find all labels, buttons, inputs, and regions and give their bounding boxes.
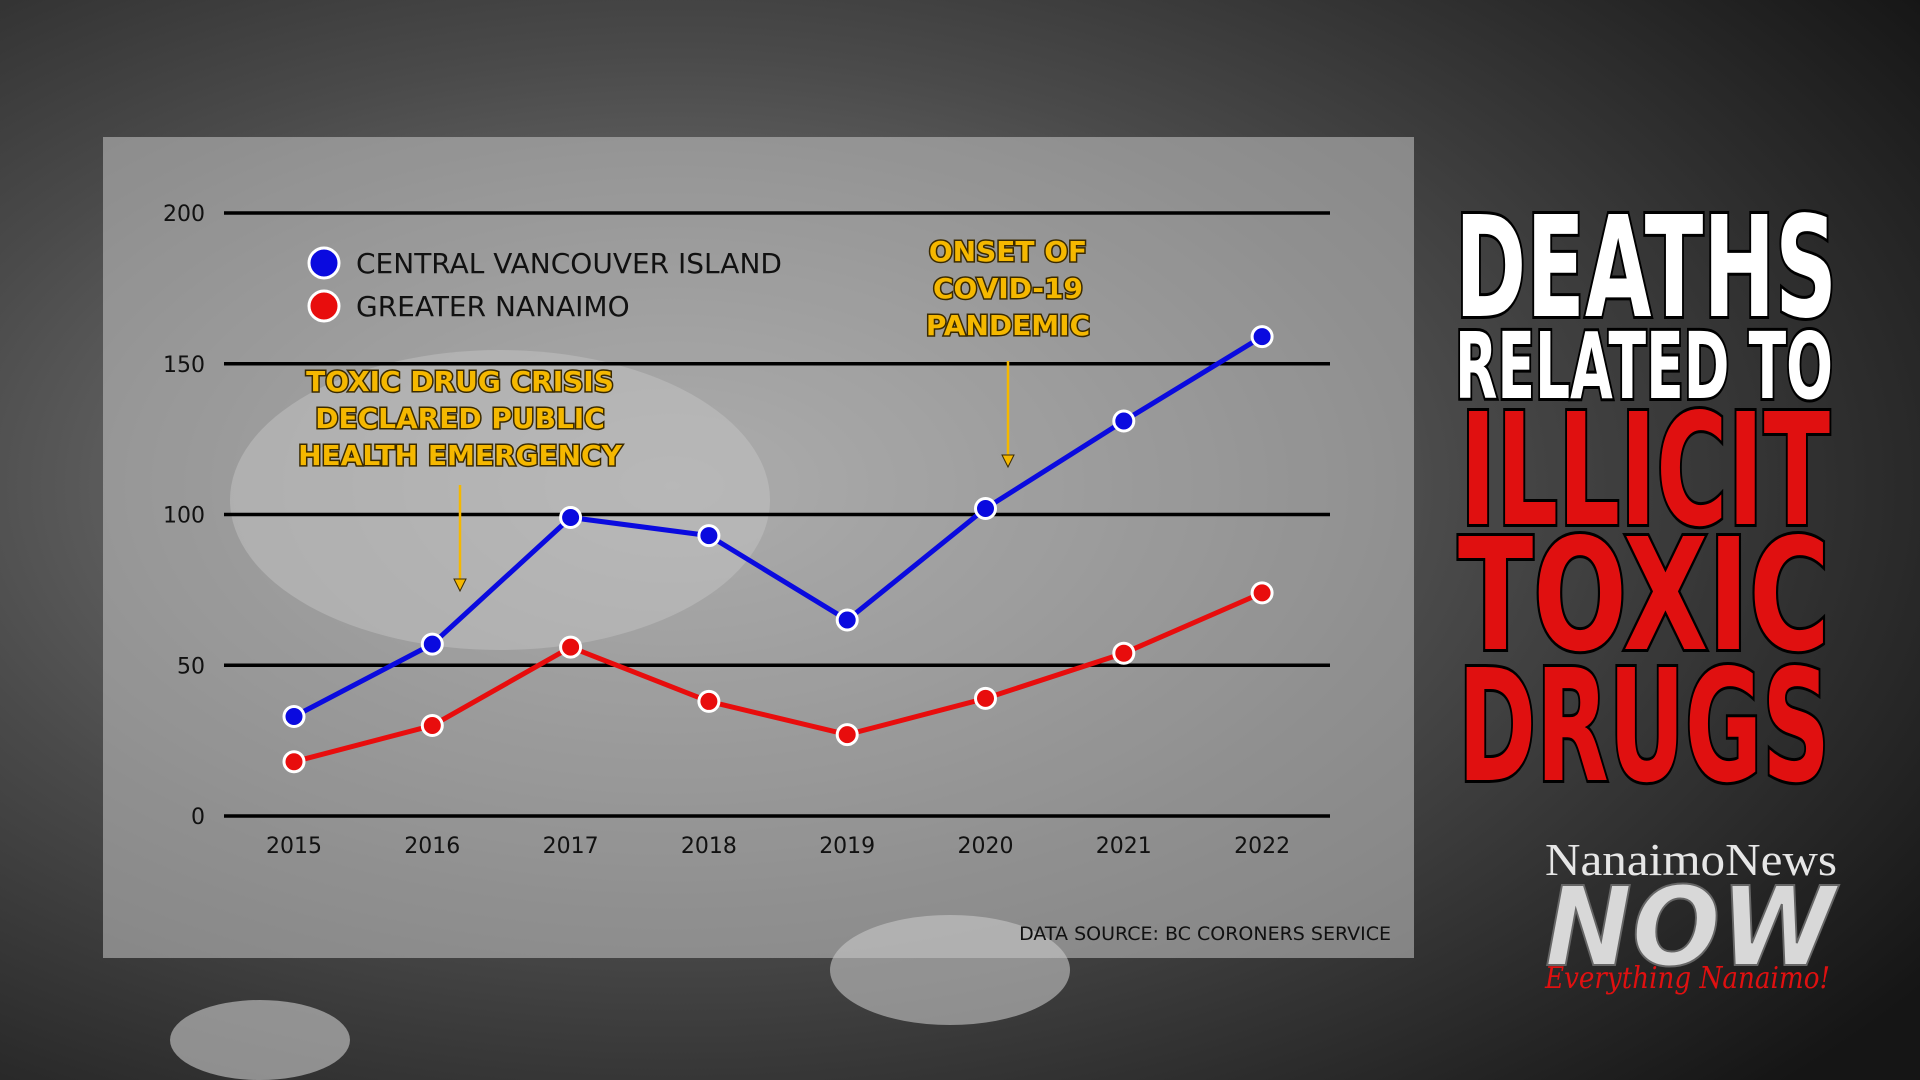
data-point <box>1250 325 1274 349</box>
x-tick-label: 2015 <box>266 834 322 859</box>
annotation-arrowhead <box>453 578 467 593</box>
data-point <box>974 686 997 710</box>
data-point <box>1112 641 1136 665</box>
data-point <box>1250 581 1274 605</box>
annotation-arrowhead <box>1001 454 1015 469</box>
annotation-text: DECLARED PUBLIC <box>315 402 605 435</box>
legend-label: GREATER NANAIMO <box>356 290 630 323</box>
data-point <box>835 723 859 747</box>
data-point <box>974 496 997 520</box>
x-tick-label: 2016 <box>404 834 460 859</box>
logo-name: NanaimoNews <box>1545 834 1837 885</box>
series-line <box>292 334 1264 719</box>
x-tick-label: 2019 <box>819 834 875 859</box>
headline-line: ILLICIT <box>1460 380 1830 561</box>
y-tick-label: 50 <box>177 654 205 679</box>
data-point <box>282 750 306 774</box>
data-point <box>697 524 721 548</box>
data-point <box>835 608 859 632</box>
x-tick-label: 2022 <box>1234 834 1290 859</box>
x-tick-label: 2021 <box>1096 834 1152 859</box>
annotation-text: COVID-19 <box>933 272 1083 305</box>
annotation-text: HEALTH EMERGENCY <box>298 439 622 472</box>
headline-line: RELATED TO <box>1455 313 1833 420</box>
legend-marker <box>307 289 341 323</box>
logo-tagline: Everything Nanaimo! <box>1544 961 1830 996</box>
annotation-text: ONSET OF <box>929 235 1087 268</box>
x-tick-label: 2018 <box>681 834 737 859</box>
data-point <box>420 632 444 656</box>
headline-line: TOXIC <box>1458 505 1830 686</box>
data-point <box>697 689 721 713</box>
x-tick-label: 2020 <box>958 834 1014 859</box>
source-note: DATA SOURCE: BC CORONERS SERVICE <box>1019 923 1391 945</box>
data-point <box>559 635 583 659</box>
y-tick-label: 0 <box>191 805 205 830</box>
logo: NanaimoNews NOW Everything Nanaimo! <box>1544 834 1840 996</box>
data-point <box>559 506 583 530</box>
y-tick-label: 150 <box>163 353 205 378</box>
headline-line: DEATHS <box>1455 187 1837 350</box>
series-line <box>293 590 1264 765</box>
y-tick-label: 100 <box>163 504 205 529</box>
annotation-text: TOXIC DRUG CRISIS <box>306 365 614 398</box>
legend-marker <box>307 246 341 280</box>
data-point <box>420 714 444 738</box>
bg-blur <box>170 1000 350 1080</box>
annotation-text: PANDEMIC <box>926 309 1090 342</box>
y-tick-label: 200 <box>163 202 205 227</box>
headline-line: DRUGS <box>1458 636 1830 817</box>
data-point <box>1112 409 1136 433</box>
legend-label: CENTRAL VANCOUVER ISLAND <box>356 247 782 280</box>
x-tick-label: 2017 <box>543 834 599 859</box>
logo-brand: NOW <box>1545 863 1839 991</box>
chart: 0 50 100 150 200 2015 2016 2017 2018 2019 2020 2021… <box>163 202 1391 945</box>
data-point <box>282 705 306 729</box>
